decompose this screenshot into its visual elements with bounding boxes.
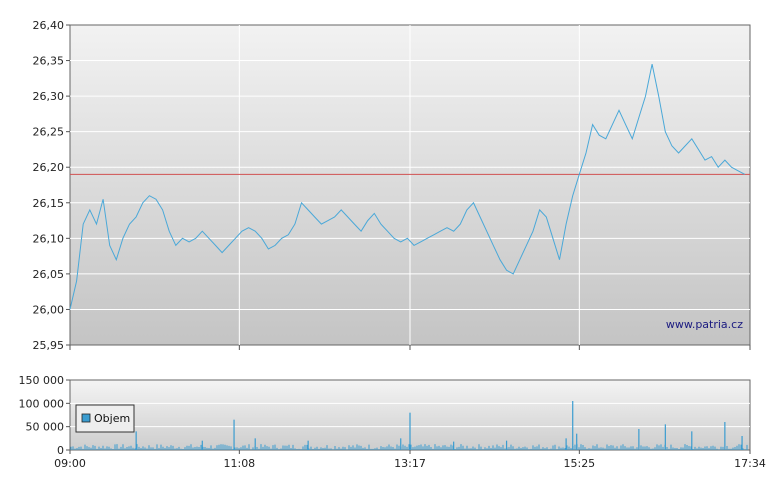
- x-tick-label: 11:08: [223, 457, 255, 470]
- legend-swatch: [81, 413, 91, 423]
- legend-label: Objem: [94, 412, 130, 425]
- price-y-tick-label: 26,15: [33, 197, 65, 210]
- volume-panel: 0 50 000 100 000 150 000 09:00 11:08 13:17 15:…: [19, 374, 766, 470]
- volume-bars: [70, 401, 748, 450]
- x-tick-label: 17:34: [734, 457, 766, 470]
- volume-y-tick-label: 0: [57, 444, 64, 457]
- volume-y-axis: 0 50 000 100 000 150 000: [19, 374, 70, 457]
- volume-legend: Objem: [75, 404, 135, 433]
- volume-x-axis: 09:00 11:08 13:17 15:25 17:34: [54, 450, 766, 470]
- price-y-tick-label: 26,25: [33, 126, 65, 139]
- price-y-tick-label: 26,30: [33, 90, 65, 103]
- volume-y-tick-label: 100 000: [19, 397, 65, 410]
- price-y-axis: 25,95 26,00 26,05 26,10 26,15 26,20 26,25 26,30…: [33, 19, 70, 352]
- price-y-tick-label: 26,35: [33, 55, 65, 68]
- price-y-tick-label: 26,00: [33, 303, 65, 316]
- price-y-tick-label: 26,05: [33, 268, 65, 281]
- price-y-tick-label: 25,95: [33, 339, 65, 352]
- price-y-tick-label: 26,20: [33, 161, 65, 174]
- x-tick-label: 13:17: [394, 457, 426, 470]
- price-y-tick-label: 26,10: [33, 232, 65, 245]
- x-tick-label: 09:00: [54, 457, 86, 470]
- volume-y-tick-label: 150 000: [19, 374, 65, 387]
- volume-y-tick-label: 50 000: [26, 421, 65, 434]
- x-tick-label: 15:25: [563, 457, 595, 470]
- price-x-axis: [69, 345, 751, 350]
- price-y-tick-label: 26,40: [33, 19, 65, 32]
- price-grid: [70, 25, 750, 345]
- price-series-line: [69, 63, 745, 310]
- watermark: www.patria.cz: [666, 318, 743, 331]
- price-panel: 25,95 26,00 26,05 26,10 26,15 26,20 26,25 26,30…: [33, 19, 751, 352]
